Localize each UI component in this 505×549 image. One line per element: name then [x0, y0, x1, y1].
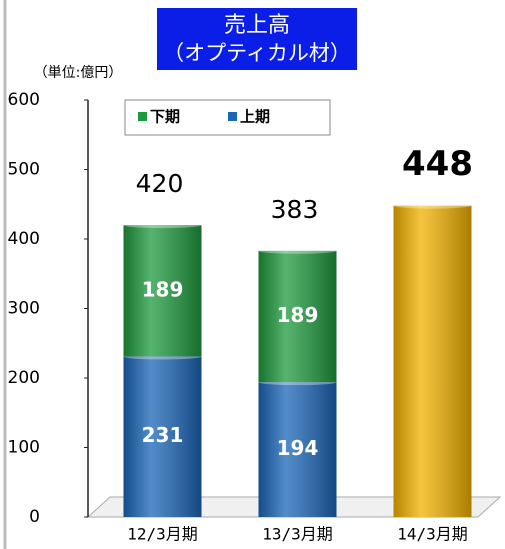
legend-label: 下期	[150, 108, 180, 126]
bar-shade	[393, 205, 472, 517]
y-axis-label: （単位:億円）	[34, 65, 123, 81]
legend-swatch	[138, 112, 147, 121]
y-tick-label: 200	[8, 368, 40, 388]
x-tick-label: 14/3月期	[397, 525, 468, 544]
bar-shade	[258, 382, 337, 517]
y-tick-label: 100	[8, 438, 40, 458]
y-tick-label: 300	[8, 299, 40, 319]
title-box	[157, 8, 357, 70]
bar-shade	[123, 356, 202, 517]
chart-subtitle: （オプティカル材）	[163, 41, 351, 65]
legend-label: 上期	[240, 108, 270, 126]
y-tick-label: 500	[8, 160, 40, 180]
x-tick-label: 13/3月期	[262, 525, 333, 544]
y-tick-label: 600	[8, 90, 40, 110]
value-label: 194	[277, 436, 319, 460]
bar-shade	[258, 250, 337, 383]
chart-title: 売上高	[224, 13, 290, 38]
value-label: 448	[402, 144, 473, 184]
legend-box	[124, 99, 331, 136]
y-tick-label: 400	[8, 229, 40, 249]
bar-top	[258, 247, 337, 254]
bar-top	[393, 202, 472, 209]
value-label: 189	[142, 277, 184, 301]
total-label: 420	[136, 169, 184, 198]
value-label: 231	[142, 423, 184, 447]
total-label: 383	[271, 195, 319, 224]
bar-top	[123, 222, 202, 229]
legend-swatch	[228, 112, 237, 121]
bar-shade	[123, 225, 202, 357]
value-label: 189	[277, 303, 319, 327]
y-tick-label: 0	[29, 507, 40, 527]
x-tick-label: 12/3月期	[127, 525, 198, 544]
legend: 下期 上期	[124, 99, 331, 136]
